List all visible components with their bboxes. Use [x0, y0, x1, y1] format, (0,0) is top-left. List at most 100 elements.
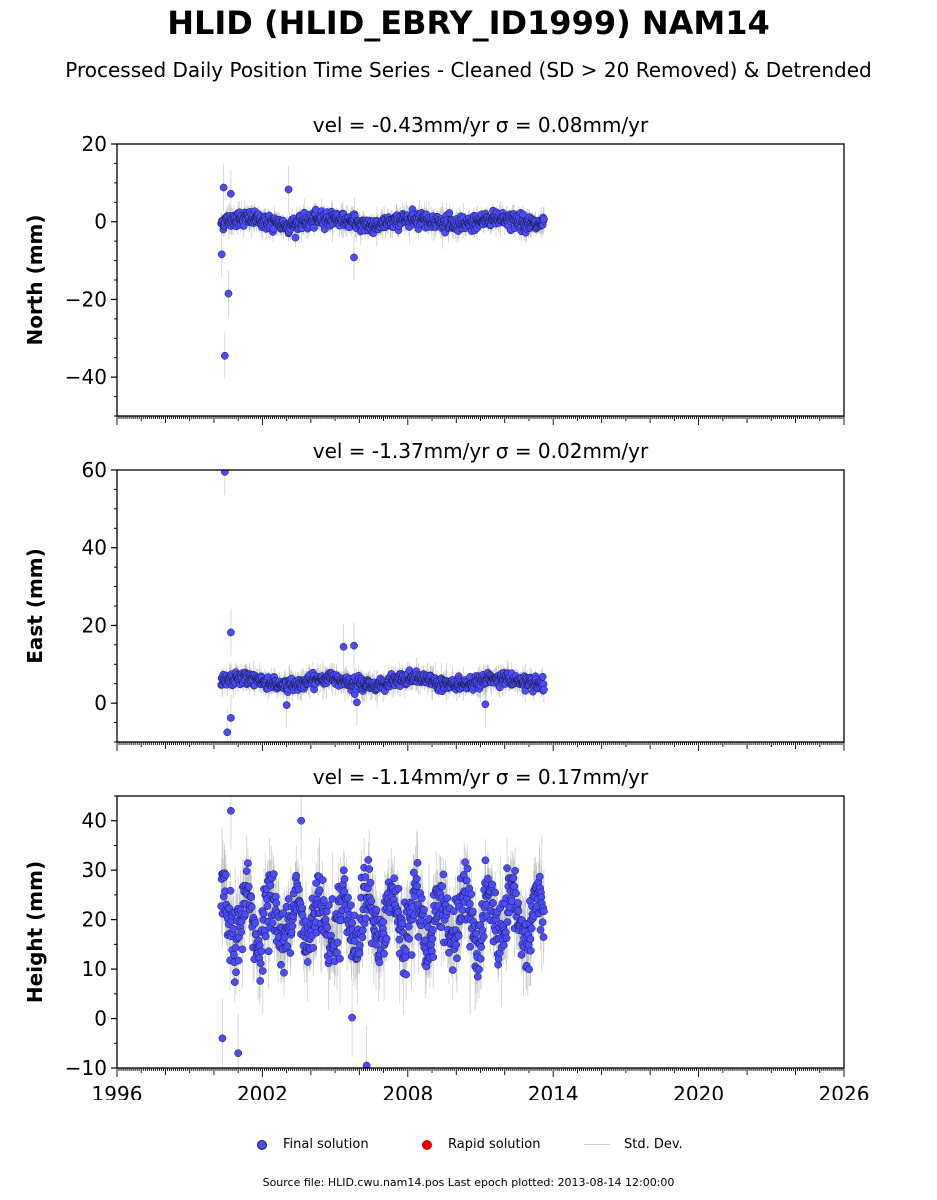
north-point [217, 250, 226, 259]
height-point [244, 859, 252, 868]
height-point [272, 899, 281, 907]
panel-east: 60 40 20 0 vel = -1.37mm/yr σ = 0.02mm/yr Eas… [23, 439, 845, 751]
height-point [277, 960, 285, 969]
height-point [247, 903, 256, 911]
height-point [361, 914, 370, 923]
height-point [344, 893, 352, 902]
east-point [220, 470, 229, 476]
east-panel-title: vel = -1.37mm/yr σ = 0.02mm/yr [313, 439, 649, 463]
height-point [264, 947, 273, 956]
height-point [319, 896, 328, 904]
east-ytick-label: 40 [82, 536, 107, 560]
north-series [217, 164, 548, 380]
north-ytick-label: 20 [82, 132, 107, 156]
height-point [229, 924, 238, 933]
height-point [244, 882, 253, 891]
east-point [353, 698, 361, 707]
height-series [217, 796, 548, 1068]
east-point [540, 685, 548, 694]
height-point [361, 873, 370, 881]
height-point [367, 897, 376, 905]
east-point [223, 728, 232, 737]
height-point [230, 950, 238, 959]
height-point [333, 938, 342, 947]
height-point [298, 904, 307, 913]
east-ytick-label: 60 [82, 458, 107, 482]
north-point [220, 351, 229, 360]
east-ytick-label: 20 [82, 613, 107, 637]
height-point [315, 886, 324, 895]
height-point [303, 958, 312, 966]
height-point [261, 932, 270, 941]
north-point [350, 253, 358, 262]
chart-title: HLID (HLID_EBRY_ID1999) NAM14 [167, 4, 770, 42]
east-point [481, 700, 490, 709]
east-ytick-label: 0 [94, 691, 107, 715]
height-point [222, 870, 230, 879]
height-point [366, 878, 375, 887]
height-point [323, 923, 332, 932]
height-point [251, 919, 259, 928]
east-point [282, 701, 291, 709]
chart-subtitle: Processed Daily Position Time Series - C… [65, 58, 872, 82]
north-ytick-label: −20 [65, 287, 107, 311]
north-point [224, 289, 233, 298]
north-ylabel: North (mm) [23, 214, 47, 345]
height-point [365, 865, 374, 873]
east-point [538, 672, 547, 681]
height-point [355, 949, 364, 958]
height-point [230, 978, 239, 986]
height-point [256, 977, 265, 985]
height-point [231, 943, 240, 952]
height-point [268, 919, 277, 927]
height-point [237, 928, 245, 936]
east-ylabel: East (mm) [23, 548, 47, 664]
north-point [219, 183, 228, 192]
height-point [348, 919, 357, 927]
height-point [339, 866, 348, 875]
height-point [269, 870, 278, 878]
east-point [350, 641, 358, 650]
north-point [291, 233, 300, 242]
north-panel-title: vel = -0.43mm/yr σ = 0.08mm/yr [313, 113, 649, 137]
height-point [263, 902, 272, 910]
height-point [284, 895, 293, 903]
height-point [312, 879, 321, 887]
height-point [358, 933, 367, 942]
height-point [325, 901, 333, 910]
chart-area: 20 0 −20 −40 vel = -0.43mm/yr σ = 0.08mm/yr N… [23, 113, 869, 1100]
north-point [540, 215, 548, 224]
height-point [340, 875, 349, 883]
height-point [238, 945, 247, 954]
height-point [232, 968, 240, 977]
height-point [292, 871, 301, 880]
north-ytick-label: −40 [65, 365, 107, 389]
north-ytick-label: 0 [94, 210, 107, 234]
height-point [358, 926, 367, 935]
east-series [217, 470, 548, 742]
height-point [356, 941, 364, 949]
height-point [241, 910, 249, 919]
height-point [242, 867, 251, 875]
height-point [247, 893, 256, 901]
height-point [309, 944, 318, 952]
north-point [284, 185, 293, 194]
height-point [318, 876, 327, 884]
height-point [372, 906, 381, 914]
height-point [257, 947, 266, 956]
height-point [294, 885, 303, 894]
north-point [445, 209, 454, 217]
north-point [227, 189, 235, 198]
height-point [375, 958, 384, 967]
height-point [283, 942, 292, 950]
height-point [256, 959, 265, 968]
height-point [288, 922, 297, 930]
height-point [347, 901, 355, 910]
north-point [519, 210, 528, 219]
panel-north: 20 0 −20 −40 vel = -0.43mm/yr σ = 0.08mm/yr N… [23, 113, 845, 425]
east-point [227, 714, 235, 722]
height-point [226, 886, 235, 895]
height-point [336, 954, 344, 963]
height-point [364, 856, 373, 864]
